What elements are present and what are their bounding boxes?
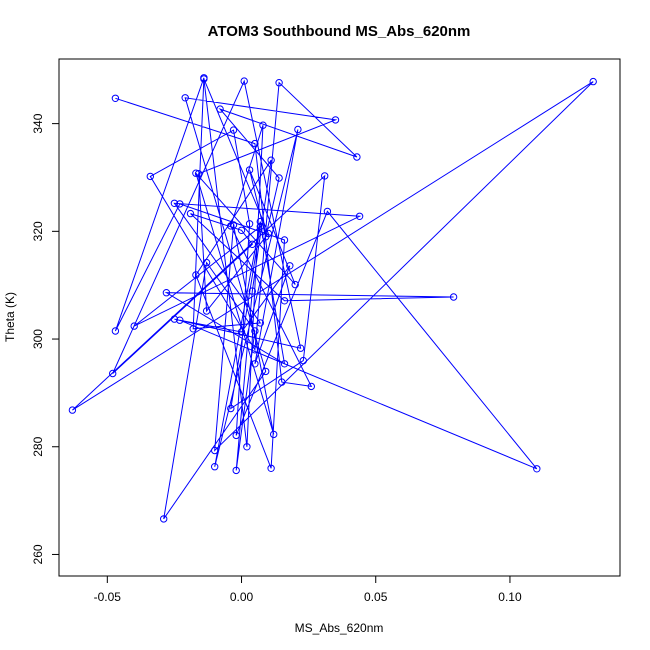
data-point [280,297,289,305]
data-point [146,172,155,181]
plot-frame [58,58,621,577]
data-point [449,293,458,301]
data-point [237,226,246,235]
data-point [202,307,211,315]
data-point [194,170,203,178]
data-point [270,430,278,439]
data-point [248,287,257,295]
x-tick-label: -0.05 [94,590,122,604]
data-point [192,271,200,279]
series-line [72,77,594,520]
data-point [533,465,541,473]
data-point [331,116,340,124]
data-point [286,262,294,270]
data-points [68,74,597,523]
y-axis-label: Theta (K) [3,292,17,342]
data-point [229,126,238,134]
x-tick-label: 0.05 [364,590,388,604]
data-point [211,446,219,455]
data-point [170,199,179,208]
data-point [245,220,254,228]
data-point [353,153,361,161]
data-point [248,240,257,249]
data-point [251,346,259,354]
y-tick-label: 300 [31,329,45,349]
data-point [296,344,305,352]
y-tick-label: 320 [31,221,45,241]
x-axis-label: MS_Abs_620nm [295,621,384,635]
data-point [176,200,184,208]
data-point [275,79,283,87]
data-point [109,369,117,378]
data-point [299,356,307,365]
data-point [321,172,329,180]
data-point [227,404,235,413]
data-point [267,156,275,164]
data-point [162,289,171,297]
x-tick-label: 0.10 [498,590,522,604]
data-point [160,515,168,523]
data-point [68,406,77,414]
data-point [240,77,248,85]
data-point [251,139,259,148]
y-tick-label: 340 [31,113,45,133]
data-point [256,319,264,327]
data-point [232,431,240,440]
data-point [280,360,289,368]
data-point [251,327,259,335]
y-tick-label: 260 [31,544,45,564]
data-point [176,316,184,324]
data-point [200,74,208,82]
data-point [111,94,120,103]
data-point [170,315,179,323]
data-point [262,367,270,376]
chart-title: ATOM3 Southbound MS_Abs_620nm [208,23,471,40]
data-point [111,327,120,335]
data-point [256,217,264,226]
data-point [275,174,283,182]
data-point [355,212,364,221]
data-point [256,222,264,231]
data-point [294,125,302,134]
data-point [202,258,211,267]
data-point [291,280,299,289]
data-point [262,233,270,241]
data-point [130,322,138,330]
data-point [192,169,200,177]
data-point [245,166,254,174]
data-point [211,463,219,471]
data-point [189,325,197,333]
data-point [307,382,315,391]
data-point [280,236,289,244]
data-point [251,360,259,368]
x-tick-label: 0.00 [230,590,254,604]
data-point [243,443,251,451]
data-point [267,464,275,472]
data-point [323,207,332,216]
data-point [229,221,238,229]
y-axis: 260 280 300 320 340 [31,113,59,564]
data-point [216,105,224,113]
data-point [232,466,240,475]
data-point [589,77,597,86]
data-point [181,94,189,102]
y-tick-label: 280 [31,436,45,456]
data-point [237,328,246,336]
data-point [259,121,267,129]
data-point [186,209,195,218]
data-point [278,378,286,386]
x-axis: -0.05 0.00 0.05 0.10 [94,576,522,604]
